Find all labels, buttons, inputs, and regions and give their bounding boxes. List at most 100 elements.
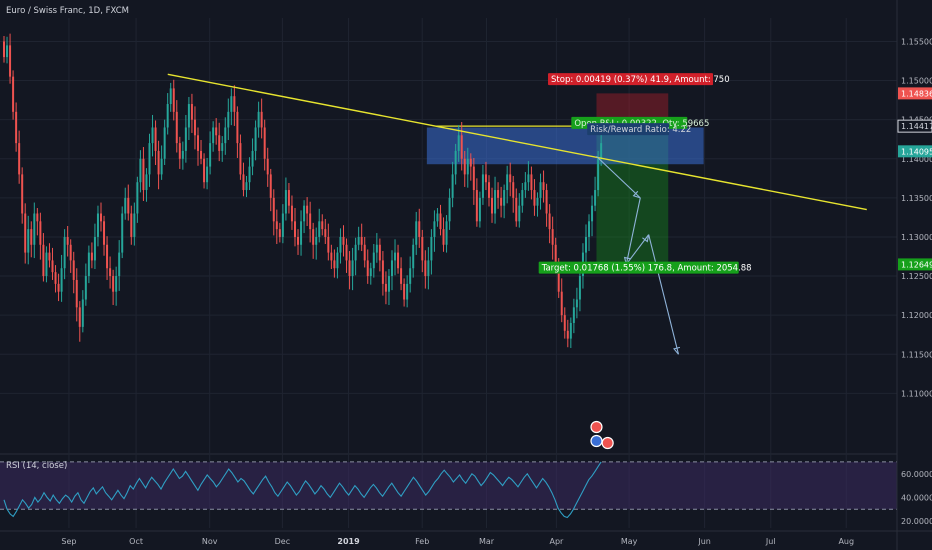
candle-body — [600, 143, 603, 159]
time-axis[interactable]: Sep Oct Nov Dec 2019 Feb Mar Apr May Jun Jul Aug — [0, 530, 932, 546]
time-tick-label: May — [621, 537, 638, 546]
candle-body — [554, 244, 557, 269]
candles — [3, 33, 603, 348]
candle-body — [269, 174, 272, 198]
time-tick-label: 2019 — [337, 537, 360, 546]
candle-body — [175, 111, 178, 144]
candle-body — [412, 244, 415, 269]
candle-body — [360, 236, 363, 245]
candle-body — [497, 190, 500, 198]
price-tick-label: 1.15000 — [901, 77, 932, 86]
candle-body — [306, 205, 309, 214]
time-tick-label: Mar — [479, 537, 495, 546]
price-label-text: 1.14417 — [901, 122, 932, 131]
candle-body — [421, 236, 424, 261]
candle-body — [330, 252, 333, 261]
time-tick-label: Sep — [61, 537, 76, 546]
candle-body — [181, 150, 184, 159]
candle-body — [24, 213, 27, 253]
candle-body — [297, 236, 300, 245]
candle-body — [145, 174, 148, 191]
price-label-tag — [898, 87, 932, 100]
candle-body — [257, 111, 260, 128]
candle-body — [151, 127, 154, 144]
candle-body — [397, 252, 400, 269]
candle-body — [454, 150, 457, 175]
candle-body — [381, 260, 384, 284]
event-marker-icon — [590, 434, 603, 448]
candle-body — [451, 174, 454, 198]
candle-body — [245, 182, 248, 191]
candle-body — [533, 190, 536, 206]
candle-body — [566, 330, 569, 339]
candle-body — [400, 268, 403, 284]
candle-body — [418, 221, 421, 237]
candle-body — [575, 299, 578, 308]
candle-body — [551, 229, 554, 245]
candle-body — [315, 236, 318, 245]
candle-body — [442, 229, 445, 245]
chart-title: Euro / Swiss Franc, 1D, FXCM — [6, 6, 129, 16]
price-axis[interactable]: 1.155001.150001.145001.140001.135001.130… — [896, 0, 932, 550]
candle-body — [51, 260, 54, 273]
stop-label: Stop: 0.00419 (0.37%) 41.9, Amount: 750 — [551, 75, 730, 85]
candle-body — [84, 276, 87, 300]
candle-body — [403, 283, 406, 300]
candle-body — [572, 307, 575, 323]
candle-body — [333, 260, 336, 269]
drawings[interactable] — [167, 73, 867, 450]
candle-body — [472, 166, 475, 191]
candle-body — [445, 221, 448, 245]
projection-arrowhead — [673, 346, 681, 355]
candle-body — [251, 150, 254, 167]
candle-body — [236, 111, 239, 144]
candle-body — [239, 143, 242, 175]
price-label-text: 1.14095 — [901, 147, 932, 156]
price-label-tag — [898, 145, 932, 158]
stop-label-bg — [548, 73, 714, 86]
candle-body — [557, 268, 560, 292]
rsi-line — [3, 461, 602, 519]
candle-body — [281, 213, 284, 237]
candle-body — [406, 283, 409, 300]
candle-body — [118, 252, 121, 277]
candle-body — [196, 135, 199, 151]
candle-body — [394, 252, 397, 261]
candle-body — [248, 166, 251, 183]
candle-body — [351, 260, 354, 277]
candle-body — [384, 283, 387, 292]
candle-body — [136, 182, 139, 214]
candle-body — [6, 45, 9, 58]
candle-body — [539, 182, 542, 198]
price-label-text: 1.14836 — [901, 89, 932, 98]
candle-body — [166, 104, 169, 128]
candle-body — [518, 205, 521, 222]
candle-body — [139, 158, 142, 183]
candle-body — [433, 221, 436, 237]
price-tick-label: 1.11500 — [901, 350, 932, 359]
candle-body — [357, 236, 360, 245]
candle-body — [536, 197, 539, 206]
candle-body — [124, 197, 127, 214]
time-tick-label: Jun — [697, 537, 711, 546]
candle-body — [99, 213, 102, 222]
candle-body — [354, 244, 357, 261]
candle-body — [109, 268, 112, 277]
candle-body — [66, 236, 69, 245]
candle-body — [224, 127, 227, 144]
candle-body — [560, 291, 563, 316]
candle-body — [215, 127, 218, 136]
candle-body — [266, 158, 269, 175]
candle-body — [584, 236, 587, 253]
candle-body — [115, 276, 118, 292]
candle-body — [57, 283, 60, 292]
candle-body — [36, 213, 39, 222]
projection-arrowhead — [642, 234, 650, 243]
candle-body — [312, 229, 315, 245]
candle-body — [336, 252, 339, 269]
candle-body — [545, 190, 548, 214]
candle-body — [33, 213, 36, 245]
candle-body — [169, 88, 172, 105]
